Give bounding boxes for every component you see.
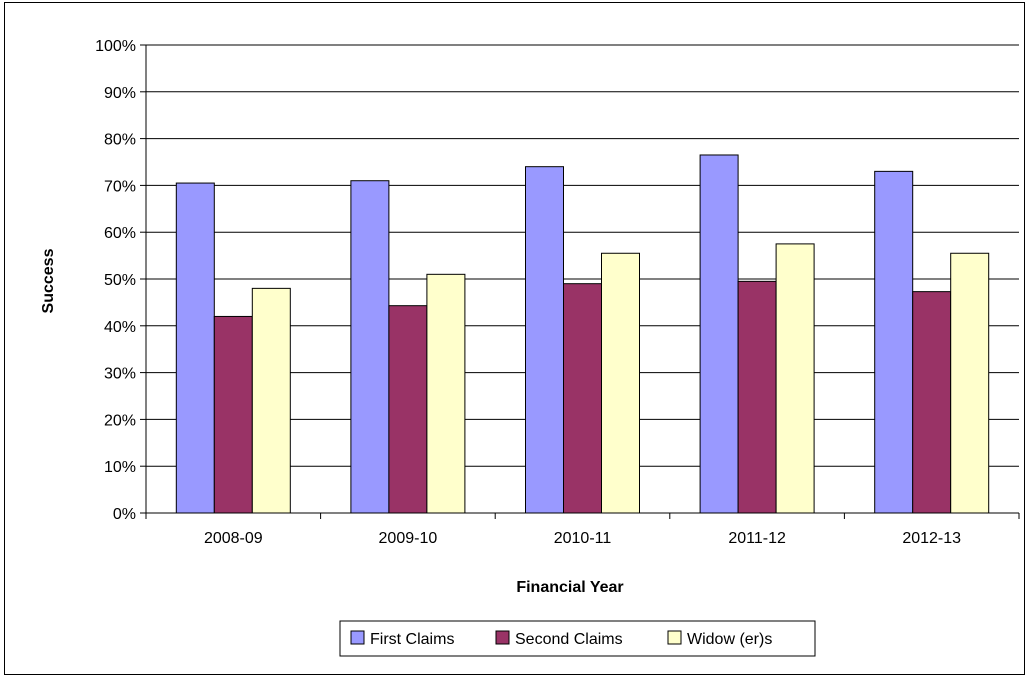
y-tick-label: 20% [104,412,136,429]
legend-box [339,620,816,657]
axes: 0% 10% 20% 30% 40% 50% 60% 70% 80% 90% 100% 2008-09… [95,38,1020,547]
y-axis-title: Success [40,248,57,313]
y-tick-label: 90% [104,85,136,102]
x-tick-label: 2012-13 [902,530,961,547]
bars [175,154,990,514]
bar-second-claims-2008-09 [213,315,253,514]
y-tick-label: 80% [104,132,136,149]
legend-swatch [667,630,682,645]
bar-second-claims-2011-12 [737,280,777,514]
y-tick-label: 40% [104,319,136,336]
bar-second-claims-2010-11 [563,283,602,514]
bar-first-claims-2010-11 [525,166,564,514]
bar-chart: 0% 10% 20% 30% 40% 50% 60% 70% 80% 90% 100% 2008-09… [40,38,1020,657]
y-tick-label: 60% [104,225,136,242]
bar-widow-er-s-2010-11 [601,252,640,514]
bar-second-claims-2009-10 [388,305,428,514]
bar-widow-er-s-2012-13 [950,252,990,514]
bar-widow-er-s-2009-10 [426,273,466,514]
gridlines [146,44,1019,467]
y-tick-label: 100% [95,38,136,55]
legend-label: Widow (er)s [687,631,772,648]
y-tick-label: 30% [104,366,136,383]
y-tick-label: 10% [104,459,136,476]
x-axis-title: Financial Year [516,579,623,596]
bar-widow-er-s-2008-09 [251,287,291,514]
legend-swatch [495,630,510,645]
y-tick-label: 0% [113,506,136,523]
legend-swatch [350,630,365,645]
legend-label: Second Claims [515,631,623,648]
bar-first-claims-2012-13 [874,170,914,514]
bar-first-claims-2011-12 [699,154,739,514]
bar-second-claims-2012-13 [912,291,952,514]
legend-label: First Claims [370,631,454,648]
x-tick-label: 2010-11 [554,530,612,547]
x-tick-label: 2009-10 [379,530,438,547]
y-tick-label: 70% [104,178,136,195]
bar-first-claims-2008-09 [175,182,215,514]
bar-widow-er-s-2011-12 [775,243,815,514]
x-tick-label: 2008-09 [204,530,263,547]
x-tick-label: 2011-12 [728,530,786,547]
y-tick-label: 50% [104,272,136,289]
legend: First Claims Second Claims Widow (er)s [339,620,816,657]
chart-frame: 0% 10% 20% 30% 40% 50% 60% 70% 80% 90% 100% 2008-09… [4,2,1025,675]
bar-first-claims-2009-10 [350,180,390,514]
